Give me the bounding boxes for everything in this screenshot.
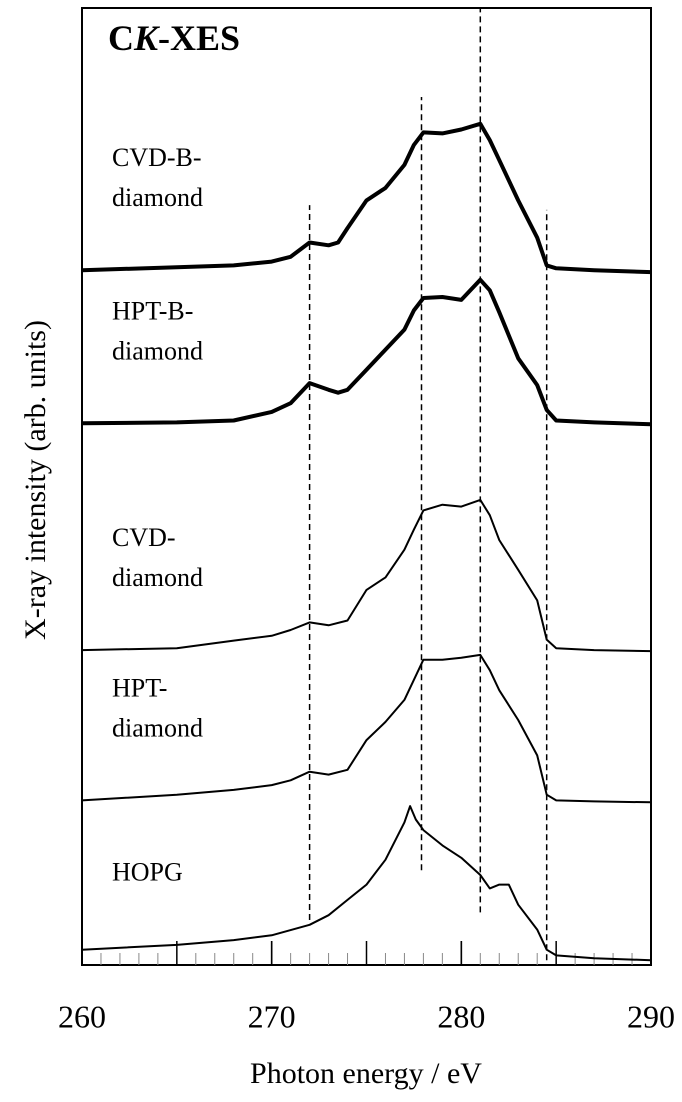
series-label: diamond <box>112 183 203 212</box>
title-part: K <box>133 18 161 58</box>
x-tick-label: 290 <box>627 998 675 1034</box>
series-label: HPT- <box>112 673 167 702</box>
x-tick-label: 280 <box>437 998 485 1034</box>
spectrum-line <box>81 498 652 653</box>
series-label: diamond <box>112 713 203 742</box>
chart-title: CK-XES <box>108 18 240 58</box>
series-label: HPT-B- <box>112 296 193 325</box>
series-label: CVD- <box>112 523 176 552</box>
spectrum-line <box>81 277 652 427</box>
title-part: C <box>108 18 134 58</box>
x-tick-label: 260 <box>58 998 106 1034</box>
y-axis-label: X-ray intensity (arb. units) <box>19 320 52 640</box>
series-label: diamond <box>112 336 203 365</box>
series-label: CVD-B- <box>112 143 202 172</box>
series-label: diamond <box>112 563 203 592</box>
series-label: HOPG <box>112 858 183 887</box>
x-tick-label: 270 <box>248 998 296 1034</box>
spectrum-line <box>81 653 652 804</box>
x-axis-label: Photon energy / eV <box>250 1057 482 1090</box>
title-part: -XES <box>158 18 240 58</box>
spectrum-line <box>81 805 652 962</box>
spectrum-line <box>81 121 652 275</box>
